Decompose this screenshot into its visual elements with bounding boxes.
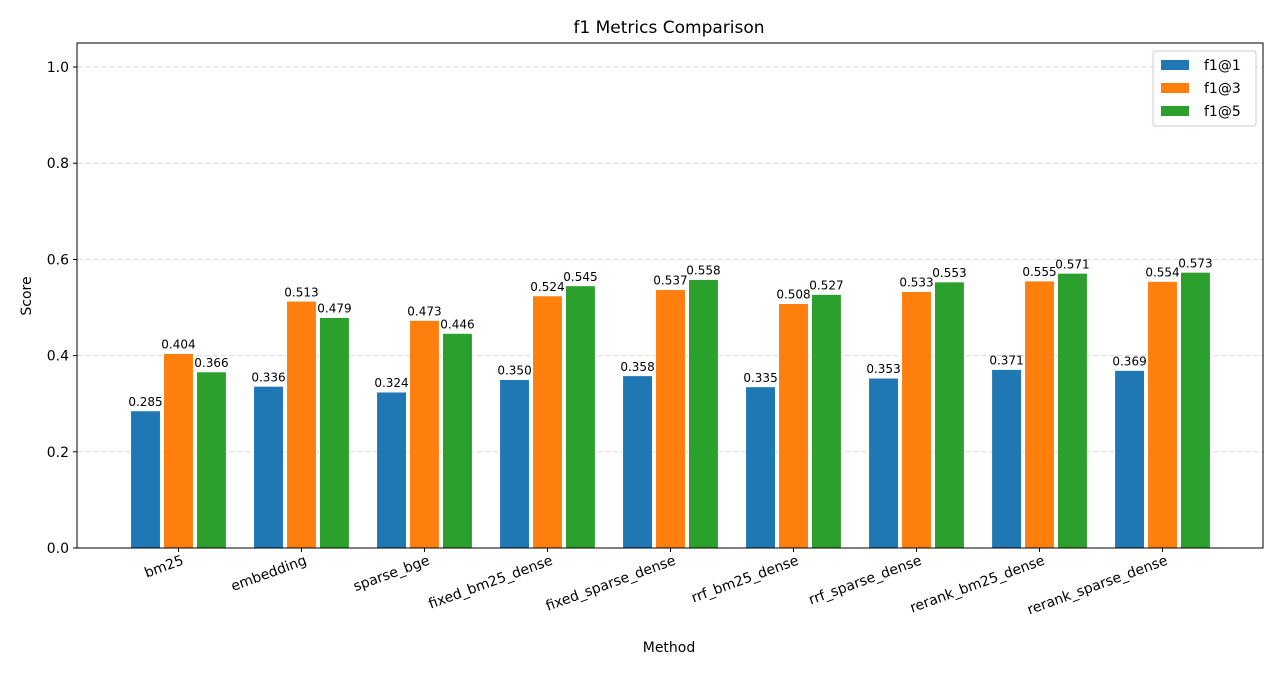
bar-f1@3	[409, 320, 440, 549]
data-label: 0.508	[776, 288, 810, 302]
x-tick-label: sparse_bge	[351, 553, 431, 595]
x-ticks: bm25 embedding sparse_bgefixed_bm25_densef…	[142, 548, 1170, 619]
bar-f1@1	[868, 377, 899, 549]
y-ticks: 0.0 0.2 0.4 0.6 0.8 1.0	[47, 60, 77, 557]
y-tick-label: 0.4	[47, 349, 69, 365]
data-labels: 0.285 0.404 0.366 0.336 0.513 0.479 0.324 0.473…	[128, 256, 1212, 409]
bar-f1@1	[253, 386, 284, 549]
x-tick-label: fixed_bm25_dense	[426, 553, 554, 613]
bar-f1@1	[991, 369, 1022, 549]
bar-f1@1	[1114, 370, 1145, 549]
bar-f1@1	[130, 410, 161, 549]
bar-f1@3	[1024, 280, 1055, 549]
bar-f1@5	[442, 333, 473, 549]
data-label: 0.545	[563, 270, 597, 284]
data-label: 0.479	[317, 302, 351, 316]
data-label: 0.350	[497, 364, 531, 378]
data-label: 0.533	[899, 276, 933, 290]
legend-swatch-f1@3	[1161, 83, 1189, 93]
legend: f1@1 f1@3 f1@5	[1152, 50, 1257, 127]
chart-title: f1 Metrics Comparison	[573, 18, 764, 38]
data-label: 0.558	[686, 264, 720, 278]
bar-f1@1	[745, 386, 776, 549]
legend-label: f1@5	[1204, 104, 1241, 120]
legend-swatch-f1@5	[1161, 106, 1189, 116]
bar-f1@5	[688, 279, 719, 549]
y-tick-label: 0.2	[47, 445, 69, 461]
legend-label: f1@3	[1204, 81, 1241, 97]
bar-f1@3	[655, 289, 686, 549]
x-tick-label: embedding	[229, 553, 309, 595]
data-label: 0.537	[653, 274, 687, 288]
data-label: 0.335	[743, 371, 777, 385]
bar-f1@3	[286, 300, 317, 549]
x-axis-label: Method	[643, 640, 696, 656]
data-label: 0.371	[989, 354, 1023, 368]
data-label: 0.324	[374, 376, 408, 390]
bars	[130, 272, 1211, 549]
data-label: 0.553	[932, 266, 966, 280]
y-tick-label: 1.0	[47, 60, 69, 76]
bar-f1@3	[532, 295, 563, 549]
data-label: 0.571	[1055, 257, 1089, 271]
data-label: 0.404	[161, 338, 195, 352]
bar-f1@5	[811, 294, 842, 549]
data-label: 0.473	[407, 305, 441, 319]
bar-f1@3	[1147, 281, 1178, 549]
bar-f1@1	[499, 379, 530, 549]
bar-f1@1	[622, 375, 653, 549]
x-tick-label: bm25	[142, 553, 185, 582]
data-label: 0.369	[1112, 355, 1146, 369]
data-label: 0.353	[866, 362, 900, 376]
bar-f1@1	[376, 391, 407, 549]
data-label: 0.366	[194, 356, 228, 370]
x-tick-label: rrf_sparse_dense	[807, 553, 924, 609]
legend-label: f1@1	[1204, 58, 1241, 74]
bar-f1@3	[901, 291, 932, 549]
data-label: 0.358	[620, 360, 654, 374]
bar-f1@5	[1057, 273, 1088, 549]
data-label: 0.336	[251, 370, 285, 384]
bar-f1@5	[934, 281, 965, 549]
data-label: 0.573	[1178, 256, 1212, 270]
legend-swatch-f1@1	[1161, 60, 1189, 70]
x-tick-label: rerank_sparse_dense	[1025, 553, 1170, 619]
y-tick-label: 0.8	[47, 156, 69, 172]
data-label: 0.554	[1145, 266, 1179, 280]
data-label: 0.446	[440, 317, 474, 331]
bar-f1@5	[196, 371, 227, 549]
bar-f1@5	[1180, 272, 1211, 549]
y-axis-label: Score	[19, 276, 35, 315]
data-label: 0.524	[530, 280, 564, 294]
y-tick-label: 0.6	[47, 252, 69, 268]
bar-f1@3	[778, 303, 809, 549]
y-tick-label: 0.0	[47, 541, 69, 557]
data-label: 0.513	[284, 285, 318, 299]
x-tick-label: rrf_bm25_dense	[689, 553, 800, 607]
bar-f1@3	[163, 353, 194, 549]
data-label: 0.527	[809, 279, 843, 293]
x-tick-label: fixed_sparse_dense	[544, 553, 678, 615]
bar-f1@5	[319, 317, 350, 549]
bar-f1@5	[565, 285, 596, 549]
data-label: 0.285	[128, 395, 162, 409]
data-label: 0.555	[1022, 265, 1056, 279]
